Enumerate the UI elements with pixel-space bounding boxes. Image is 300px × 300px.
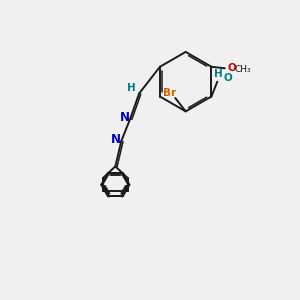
Text: N: N — [120, 111, 130, 124]
Text: N: N — [111, 133, 121, 146]
Text: H: H — [214, 69, 223, 79]
Text: H: H — [127, 83, 136, 93]
Text: O: O — [227, 63, 236, 73]
Text: O: O — [224, 73, 232, 83]
Text: CH₃: CH₃ — [234, 65, 251, 74]
Text: Br: Br — [163, 88, 176, 98]
